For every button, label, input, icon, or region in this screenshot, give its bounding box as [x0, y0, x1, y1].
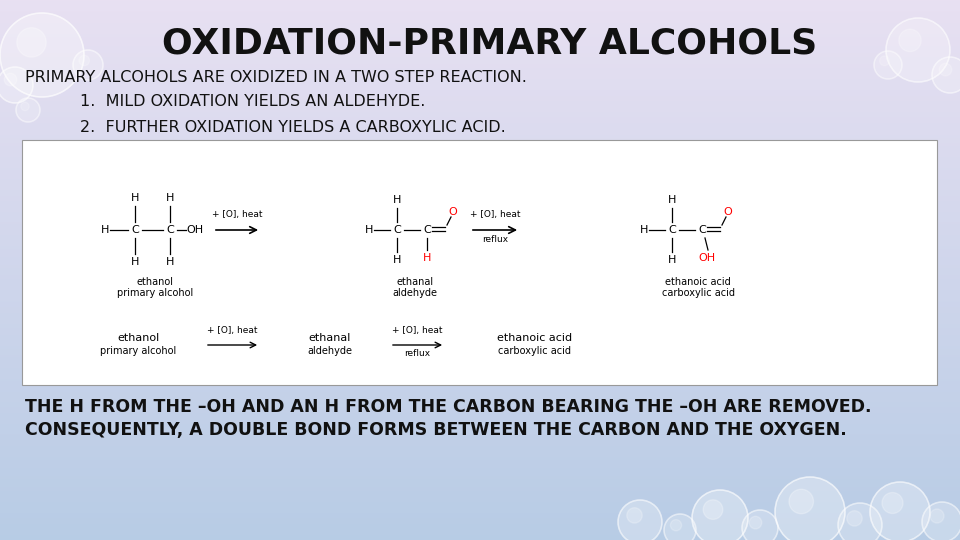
Circle shape [749, 516, 762, 529]
Text: H: H [668, 255, 676, 265]
Text: ethanoic acid: ethanoic acid [497, 333, 572, 343]
Text: H: H [131, 257, 139, 267]
Text: O: O [724, 207, 732, 217]
Text: + [O], heat: + [O], heat [206, 326, 257, 335]
Circle shape [879, 56, 889, 66]
Text: + [O], heat: + [O], heat [392, 326, 443, 335]
Text: H: H [365, 225, 373, 235]
Text: OXIDATION-PRIMARY ALCOHOLS: OXIDATION-PRIMARY ALCOHOLS [162, 26, 818, 60]
Circle shape [922, 502, 960, 540]
Circle shape [670, 519, 682, 531]
Text: carboxylic acid: carboxylic acid [661, 288, 734, 298]
Circle shape [789, 489, 813, 514]
Circle shape [21, 102, 29, 111]
Text: H: H [393, 195, 401, 205]
Text: H: H [639, 225, 648, 235]
Text: H: H [422, 253, 431, 263]
Circle shape [79, 55, 89, 66]
Text: + [O], heat: + [O], heat [469, 210, 520, 219]
Circle shape [838, 503, 882, 540]
Circle shape [17, 28, 46, 57]
Text: reflux: reflux [404, 349, 430, 358]
Text: OH: OH [699, 253, 715, 263]
Circle shape [73, 50, 103, 80]
Circle shape [664, 514, 696, 540]
Text: H: H [166, 193, 174, 203]
Text: H: H [166, 257, 174, 267]
Text: ethanoic acid: ethanoic acid [665, 277, 731, 287]
Text: O: O [448, 207, 457, 217]
Text: reflux: reflux [482, 235, 508, 244]
Text: + [O], heat: + [O], heat [212, 210, 262, 219]
Text: C: C [132, 225, 139, 235]
Text: C: C [423, 225, 431, 235]
Text: C: C [668, 225, 676, 235]
Text: H: H [101, 225, 109, 235]
Text: PRIMARY ALCOHOLS ARE OXIDIZED IN A TWO STEP REACTION.: PRIMARY ALCOHOLS ARE OXIDIZED IN A TWO S… [25, 71, 527, 85]
Text: H: H [131, 193, 139, 203]
Circle shape [703, 500, 723, 519]
Text: CONSEQUENTLY, A DOUBLE BOND FORMS BETWEEN THE CARBON AND THE OXYGEN.: CONSEQUENTLY, A DOUBLE BOND FORMS BETWEE… [25, 421, 847, 439]
Circle shape [847, 511, 862, 526]
Circle shape [932, 57, 960, 93]
Circle shape [886, 18, 950, 82]
Text: ethanal: ethanal [309, 333, 351, 343]
Text: C: C [166, 225, 174, 235]
Text: aldehyde: aldehyde [307, 346, 352, 356]
Circle shape [930, 509, 944, 523]
Circle shape [0, 67, 33, 103]
Text: H: H [393, 255, 401, 265]
Text: 2.  FURTHER OXIDATION YIELDS A CARBOXYLIC ACID.: 2. FURTHER OXIDATION YIELDS A CARBOXYLIC… [80, 119, 506, 134]
Text: OH: OH [186, 225, 204, 235]
Circle shape [870, 482, 930, 540]
Text: carboxylic acid: carboxylic acid [498, 346, 571, 356]
Circle shape [742, 510, 778, 540]
Text: primary alcohol: primary alcohol [100, 346, 176, 356]
Text: ethanol: ethanol [136, 277, 174, 287]
Circle shape [692, 490, 748, 540]
Circle shape [16, 98, 40, 122]
Text: C: C [698, 225, 706, 235]
Circle shape [0, 13, 84, 97]
Circle shape [899, 29, 922, 52]
Circle shape [627, 508, 642, 523]
Text: ethanal: ethanal [396, 277, 434, 287]
Text: primary alcohol: primary alcohol [117, 288, 193, 298]
Text: H: H [668, 195, 676, 205]
Circle shape [618, 500, 662, 540]
FancyBboxPatch shape [22, 140, 937, 385]
Circle shape [882, 492, 903, 514]
Text: aldehyde: aldehyde [393, 288, 438, 298]
Circle shape [939, 63, 951, 76]
Text: C: C [394, 225, 401, 235]
Circle shape [775, 477, 845, 540]
Text: 1.  MILD OXIDATION YIELDS AN ALDEHYDE.: 1. MILD OXIDATION YIELDS AN ALDEHYDE. [80, 94, 425, 110]
Circle shape [874, 51, 902, 79]
Text: ethanol: ethanol [117, 333, 159, 343]
Text: THE H FROM THE –OH AND AN H FROM THE CARBON BEARING THE –OH ARE REMOVED.: THE H FROM THE –OH AND AN H FROM THE CAR… [25, 398, 872, 416]
Circle shape [4, 73, 17, 86]
